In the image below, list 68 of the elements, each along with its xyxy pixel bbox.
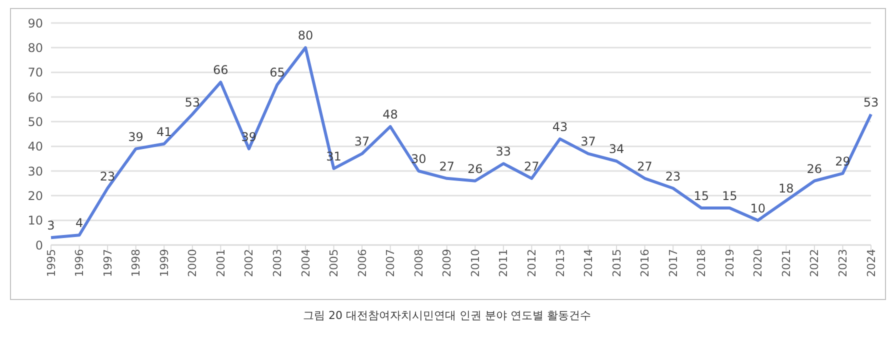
x-tick-label: 2007: [384, 249, 398, 277]
x-tick-label: 2008: [412, 249, 426, 277]
x-tick-label: 2023: [836, 249, 850, 277]
data-label: 37: [354, 134, 370, 149]
x-tick-label: 2021: [780, 249, 793, 277]
x-tick-label: 2020: [752, 249, 765, 277]
x-tick-label: 2001: [214, 249, 228, 277]
y-tick-label: 70: [28, 66, 43, 80]
data-label: 53: [863, 95, 879, 110]
y-tick-label: 20: [28, 188, 43, 203]
x-tick-label: 2011: [497, 249, 510, 277]
data-label: 30: [410, 152, 426, 166]
x-tick-label: 2017: [666, 249, 680, 277]
y-tick-label: 80: [28, 40, 43, 55]
y-tick-label: 50: [28, 114, 43, 129]
caption: 그림 20 대전참여자치시민연대 인권 분야 연도별 활동건수: [302, 308, 592, 323]
x-tick-label: 2003: [271, 249, 284, 277]
data-label: 43: [552, 120, 568, 134]
y-tick-label: 0: [35, 238, 43, 252]
data-label: 34: [608, 142, 624, 156]
x-tick-label: 2018: [695, 249, 708, 277]
x-tick-label: 1996: [73, 249, 86, 277]
x-tick-label: 1995: [44, 249, 58, 277]
data-label: 23: [100, 169, 116, 184]
data-label: 39: [128, 130, 144, 144]
data-label: 66: [213, 63, 228, 78]
x-tick-label: 1998: [130, 249, 143, 277]
data-label: 4: [75, 216, 84, 230]
y-tick-label: 90: [28, 16, 43, 30]
data-label: 15: [722, 189, 738, 203]
x-tick-label: 2009: [440, 249, 454, 277]
data-label: 80: [298, 28, 314, 43]
x-tick-label: 2016: [638, 249, 652, 277]
x-tick-label: 2002: [242, 249, 256, 277]
x-tick-label: 2015: [610, 249, 624, 277]
y-tick-label: 60: [28, 90, 43, 104]
data-label: 65: [270, 66, 285, 80]
x-tick-label: 1997: [101, 249, 114, 277]
x-tick-label: 2000: [186, 249, 200, 277]
data-label: 26: [467, 162, 483, 176]
y-tick-label: 40: [28, 140, 43, 154]
data-label: 27: [524, 159, 540, 174]
data-label: 23: [665, 169, 681, 184]
data-label: 37: [580, 134, 596, 149]
x-tick-label: 2010: [468, 249, 482, 277]
y-tick-label: 10: [28, 214, 43, 228]
data-label: 10: [750, 201, 766, 216]
x-tick-label: 2004: [299, 249, 312, 277]
x-tick-label: 2013: [554, 249, 567, 277]
x-tick-label: 2005: [328, 249, 341, 277]
data-label: 33: [496, 144, 512, 159]
data-label: 53: [184, 95, 200, 110]
data-label: 3: [47, 218, 55, 233]
data-label: 41: [156, 124, 172, 139]
data-label: 27: [637, 159, 652, 174]
data-label: 15: [694, 189, 709, 203]
x-tick-label: 2019: [723, 249, 736, 277]
data-label: 26: [806, 162, 822, 176]
x-tick-label: 2006: [356, 249, 369, 277]
data-label: 18: [778, 182, 794, 196]
x-tick-label: 1999: [158, 249, 171, 277]
data-label: 48: [382, 108, 398, 122]
data-label: 27: [439, 159, 455, 174]
x-tick-label: 2014: [582, 249, 596, 277]
y-tick-label: 30: [28, 164, 43, 178]
x-tick-label: 2022: [808, 249, 822, 277]
x-tick-label: 2024: [864, 249, 878, 277]
x-tick-label: 2012: [526, 249, 538, 277]
